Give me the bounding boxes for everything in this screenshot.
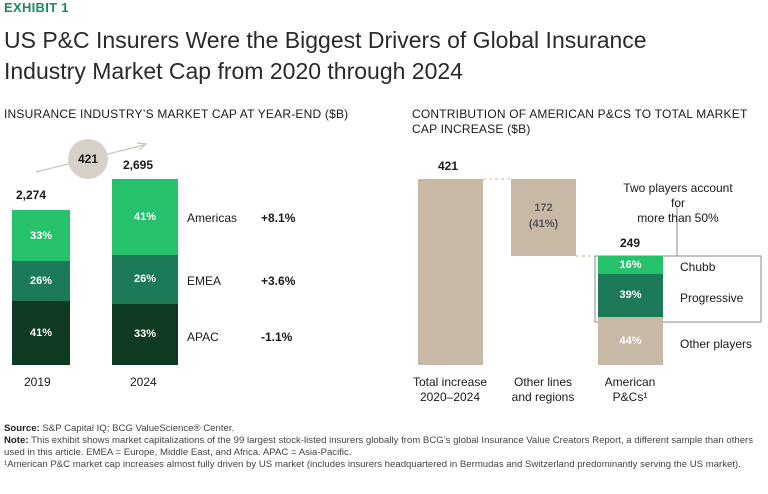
- waterfall-value-american: 249: [620, 236, 641, 250]
- x-tick-american-line-1: American: [604, 375, 656, 389]
- growth-americas: +8.1%: [261, 211, 296, 225]
- waterfall-bar-other-lines: [511, 179, 576, 256]
- bar-2024-americas: 41%: [112, 179, 178, 256]
- x-tick-other-lines-line-1: Other lines: [513, 375, 573, 389]
- right-chart-subtitle-line-2: CAP INCREASE ($B): [412, 122, 531, 136]
- x-tick-other-lines-line-2: and regions: [511, 390, 575, 404]
- source-text: S&P Capital IQ; BCG ValueScience® Center…: [42, 423, 235, 434]
- other-lines-value: 172: [534, 202, 553, 214]
- source-label: Source:: [4, 423, 40, 434]
- label-progressive: Progressive: [680, 291, 744, 305]
- bar-2019-americas: 33%: [12, 210, 70, 262]
- other-lines-share: (41%): [528, 218, 559, 230]
- label-chubb: Chubb: [680, 260, 716, 274]
- note-text: This exhibit shows market capitalization…: [4, 435, 754, 458]
- left-chart-subtitle: INSURANCE INDUSTRY’S MARKET CAP AT YEAR-…: [4, 107, 349, 121]
- bar-2024: 41% 26% 33%: [112, 179, 178, 365]
- waterfall-bar-american: 16% 39% 44%: [598, 256, 663, 365]
- american-chubb-segment: 16%: [598, 256, 663, 274]
- label-other-players: Other players: [680, 337, 753, 351]
- x-tick-total-increase-line-2: 2020–2024: [419, 390, 481, 404]
- legend-emea: EMEA: [187, 274, 222, 288]
- title-line-1: US P&C Insurers Were the Biggest Drivers…: [4, 27, 647, 53]
- bar-2019: 33% 26% 41%: [12, 210, 70, 365]
- total-label-2019: 2,274: [16, 188, 47, 202]
- american-other-segment: 44%: [598, 316, 663, 365]
- bar-2019-emea: 26%: [12, 261, 70, 302]
- note-label: Note:: [4, 435, 29, 446]
- bar-2024-emea: 26%: [112, 255, 178, 304]
- total-label-2024: 2,695: [123, 158, 154, 172]
- legend-apac: APAC: [187, 330, 219, 344]
- bar-2019-apac: 41%: [12, 301, 70, 365]
- callout-line-1: Two players account for: [623, 181, 733, 210]
- x-tick-american-line-2: P&Cs¹: [612, 390, 648, 404]
- x-tick-total-increase: Total increase 2020–2024: [400, 375, 500, 405]
- x-tick-total-increase-line-1: Total increase: [412, 375, 488, 389]
- x-tick-2019: 2019: [24, 375, 51, 389]
- right-chart-subtitle-line-1: CONTRIBUTION OF AMERICAN P&CS TO TOTAL M…: [412, 107, 748, 121]
- title-line-2: Industry Market Cap from 2020 through 20…: [4, 58, 463, 84]
- growth-emea: +3.6%: [261, 274, 296, 288]
- footnote-note: Note: This exhibit shows market capitali…: [4, 435, 766, 459]
- footnote-source: Source: S&P Capital IQ; BCG ValueScience…: [4, 423, 766, 435]
- waterfall-value-total: 421: [438, 159, 459, 173]
- growth-apac: -1.1%: [261, 330, 293, 344]
- american-progressive-segment: 39%: [598, 273, 663, 317]
- callout-line-2: more than 50%: [637, 211, 719, 225]
- x-tick-2024: 2024: [130, 375, 157, 389]
- exhibit-label: EXHIBIT 1: [4, 0, 69, 15]
- footnote-1: ¹American P&C market cap increases almos…: [4, 459, 741, 470]
- callout-text: Two players account for more than 50%: [618, 181, 738, 226]
- x-tick-other-lines: Other lines and regions: [493, 375, 593, 405]
- x-tick-american: American P&Cs¹: [580, 375, 680, 405]
- waterfall-value-other-lines: 172 (41%): [511, 200, 576, 232]
- increase-bubble: 421: [68, 139, 108, 179]
- bar-2024-apac: 33%: [112, 303, 178, 365]
- legend-americas: Americas: [187, 211, 238, 225]
- waterfall-bar-total: [418, 179, 483, 365]
